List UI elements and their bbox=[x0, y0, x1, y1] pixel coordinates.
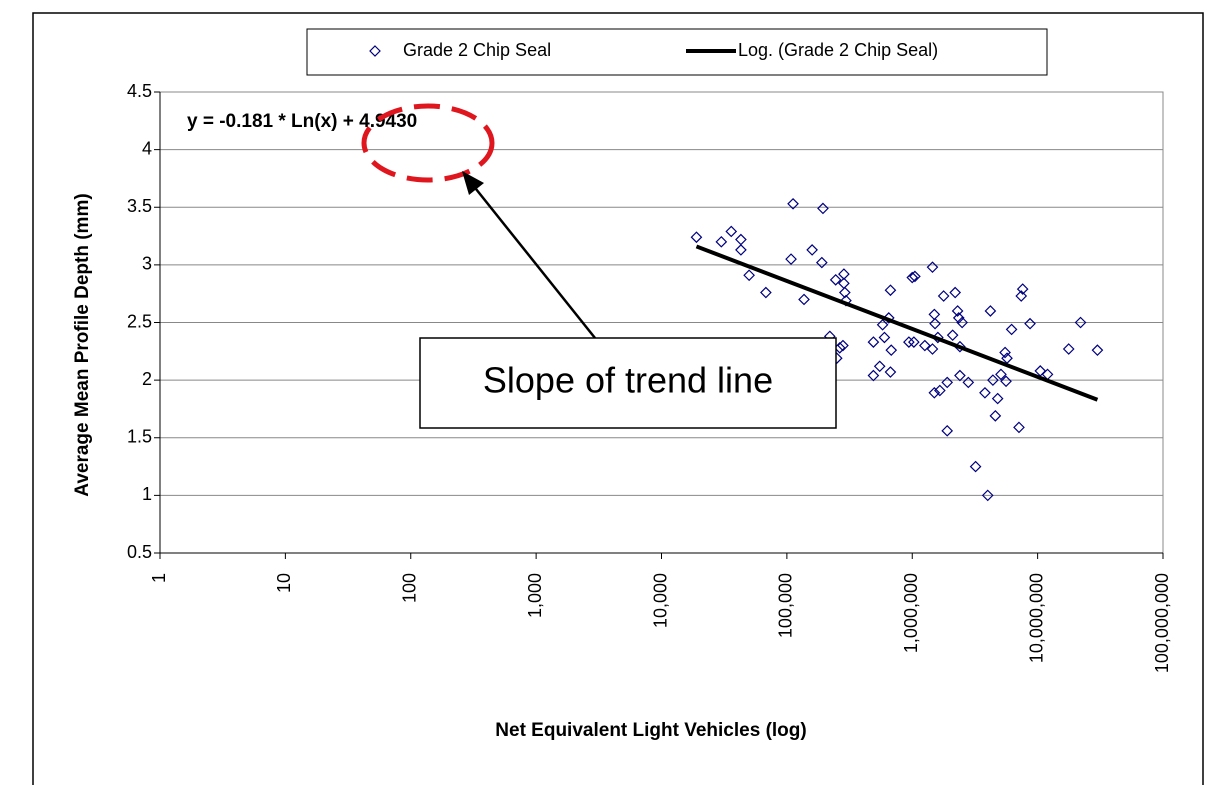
y-axis-title: Average Mean Profile Depth (mm) bbox=[72, 193, 93, 496]
point bbox=[815, 256, 828, 269]
point bbox=[995, 368, 1007, 381]
point bbox=[1000, 375, 1012, 388]
legend-label: Grade 2 Chip Seal bbox=[403, 40, 551, 60]
point bbox=[837, 339, 849, 352]
x-tick-label: 100 bbox=[400, 573, 420, 603]
x-tick-label: 1,000 bbox=[525, 573, 545, 618]
y-tick-label: 1.5 bbox=[127, 427, 152, 447]
point bbox=[906, 271, 919, 284]
point bbox=[690, 231, 703, 244]
point bbox=[743, 269, 755, 282]
point bbox=[885, 344, 898, 357]
point bbox=[882, 312, 895, 324]
arrow-head bbox=[462, 171, 484, 195]
trend-line bbox=[695, 244, 1099, 402]
y-tick-label: 3.5 bbox=[127, 196, 152, 216]
point bbox=[884, 284, 897, 297]
annotation: Slope of trend line bbox=[483, 360, 773, 401]
point bbox=[787, 197, 799, 210]
x-tick-label: 10 bbox=[274, 573, 294, 593]
x-axis-title: Net Equivalent Light Vehicles (log) bbox=[495, 720, 806, 741]
point bbox=[908, 336, 920, 348]
x-tick-label: 1 bbox=[149, 573, 169, 583]
point bbox=[956, 316, 968, 329]
x-tick-label: 100,000,000 bbox=[1152, 573, 1172, 673]
point bbox=[878, 331, 891, 344]
point bbox=[962, 376, 975, 389]
point bbox=[867, 336, 880, 348]
point bbox=[1013, 421, 1025, 434]
x-tick-label: 10,000 bbox=[650, 573, 670, 628]
legend bbox=[306, 28, 1048, 76]
point bbox=[969, 460, 982, 473]
y-tick-label: 4 bbox=[142, 138, 152, 158]
point bbox=[1062, 343, 1075, 355]
y-tick-label: 2 bbox=[142, 369, 152, 389]
y-tick-label: 0.5 bbox=[127, 542, 152, 562]
point bbox=[829, 274, 842, 286]
arrow-line bbox=[471, 183, 596, 339]
y-tick-label: 2.5 bbox=[127, 311, 152, 331]
point bbox=[991, 392, 1004, 405]
point bbox=[735, 244, 747, 256]
point bbox=[937, 290, 950, 302]
trend-equation: y = -0.181 * Ln(x) + 4.9430 bbox=[187, 111, 417, 132]
highlight-ellipse bbox=[361, 103, 495, 183]
point bbox=[929, 317, 941, 330]
point bbox=[926, 343, 939, 355]
y-tick-label: 4.5 bbox=[127, 81, 152, 101]
point bbox=[989, 410, 1002, 422]
x-tick-label: 100,000 bbox=[776, 573, 796, 638]
point bbox=[715, 235, 728, 248]
x-tick-label: 1,000,000 bbox=[901, 573, 921, 653]
point bbox=[867, 369, 880, 382]
point bbox=[941, 376, 954, 389]
point bbox=[987, 374, 999, 386]
x-tick-label: 10,000,000 bbox=[1026, 573, 1046, 663]
point bbox=[952, 312, 965, 324]
point bbox=[981, 489, 994, 502]
point bbox=[941, 424, 954, 437]
point bbox=[1091, 344, 1104, 357]
point bbox=[909, 270, 921, 283]
point bbox=[984, 305, 997, 317]
legend-marker bbox=[369, 45, 381, 57]
point bbox=[725, 225, 738, 238]
point bbox=[785, 253, 797, 265]
point bbox=[806, 244, 818, 256]
point bbox=[951, 305, 964, 317]
point bbox=[918, 339, 931, 352]
point bbox=[928, 386, 941, 399]
point bbox=[926, 261, 939, 274]
point bbox=[817, 202, 829, 215]
point bbox=[760, 286, 772, 299]
point bbox=[1016, 283, 1029, 295]
point bbox=[876, 318, 889, 331]
point bbox=[1015, 290, 1028, 302]
y-tick-label: 3 bbox=[142, 254, 152, 274]
y-tick-label: 1 bbox=[142, 484, 152, 504]
point bbox=[1074, 316, 1087, 329]
legend-label: Log. (Grade 2 Chip Seal) bbox=[738, 40, 938, 60]
point bbox=[798, 293, 810, 306]
point bbox=[873, 360, 886, 373]
point bbox=[884, 366, 897, 378]
point bbox=[1005, 323, 1018, 336]
point bbox=[1024, 317, 1036, 330]
point bbox=[903, 336, 915, 348]
point bbox=[954, 369, 966, 382]
point bbox=[933, 384, 946, 397]
point bbox=[979, 386, 991, 399]
annotation-box bbox=[419, 337, 837, 429]
point bbox=[946, 329, 959, 342]
point bbox=[949, 286, 962, 299]
point bbox=[999, 346, 1011, 359]
